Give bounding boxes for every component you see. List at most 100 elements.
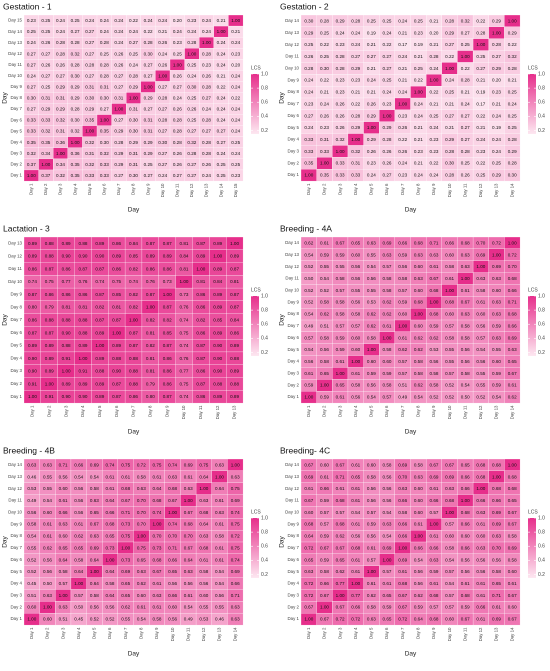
cell-label: 0.54 (304, 347, 313, 352)
cell-label: 0.88 (45, 318, 54, 323)
x-tick-label: Day 8 (415, 405, 420, 417)
cell-label: 0.25 (445, 90, 454, 95)
y-tick-label: Day 11 (8, 498, 22, 503)
cell-label: 0.27 (41, 73, 50, 78)
cell-label: 0.89 (163, 254, 172, 259)
cell-label: 0.61 (320, 474, 329, 479)
cell-label: 0.56 (320, 347, 329, 352)
cell-label: 0.24 (202, 18, 211, 23)
cell-label: 0.30 (158, 140, 167, 145)
cell-label: 0.33 (100, 173, 109, 178)
cell-label: 0.67 (304, 498, 313, 503)
cell-label: 0.25 (71, 18, 80, 23)
cell-label: 0.26 (187, 107, 196, 112)
cell-label: 0.24 (351, 30, 360, 35)
cell-label: 0.33 (336, 161, 345, 166)
cell-label: 0.61 (137, 605, 146, 610)
cell-label: 0.60 (492, 288, 501, 293)
cell-label: 1.00 (320, 605, 329, 610)
cell-label: 1.00 (445, 66, 454, 71)
cell-label: 0.71 (231, 593, 240, 598)
cell-label: 1.00 (180, 279, 189, 284)
colorbar-tick-label: 0.6 (261, 322, 268, 328)
cell-label: 0.51 (27, 593, 36, 598)
cell-label: 0.68 (429, 312, 438, 317)
cell-label: 0.27 (461, 137, 470, 142)
cell-label: 0.61 (367, 581, 376, 586)
cell-label: 0.21 (158, 29, 167, 34)
cell-label: 0.58 (74, 557, 83, 562)
cell-label: 0.30 (187, 84, 196, 89)
cell-label: 0.88 (129, 356, 138, 361)
cell-label: 0.85 (112, 292, 121, 297)
x-tick-label: Day 8 (138, 627, 143, 639)
y-tick-label: Day 5 (11, 128, 23, 133)
cell-label: 0.35 (100, 129, 109, 134)
cell-label: 0.24 (398, 90, 407, 95)
cell-label: 0.55 (367, 288, 376, 293)
y-tick-label: Day 4 (288, 359, 300, 364)
cell-label: 0.79 (146, 381, 155, 386)
cell-label: 0.56 (367, 486, 376, 491)
cell-label: 0.26 (56, 62, 65, 67)
cell-label: 0.28 (202, 118, 211, 123)
cell-label: 0.24 (27, 40, 36, 45)
cell-label: 0.70 (398, 474, 407, 479)
y-tick-label: Day 5 (288, 569, 300, 574)
cell-label: 0.68 (152, 498, 161, 503)
y-tick-label: Day 8 (288, 533, 300, 538)
cell-label: 0.23 (414, 30, 423, 35)
cell-label: 0.58 (90, 593, 99, 598)
cell-label: 0.66 (351, 605, 360, 610)
cell-label: 0.57 (74, 593, 83, 598)
cell-label: 0.89 (95, 330, 104, 335)
cell-label: 0.27 (129, 40, 138, 45)
y-tick-label: Day 5 (11, 569, 23, 574)
x-tick-label: Day 5 (97, 405, 102, 417)
x-tick-label: Day 10 (170, 627, 175, 641)
cell-label: 0.55 (492, 347, 501, 352)
colorbar-title: LCS (251, 65, 261, 71)
cell-label: 0.68 (168, 486, 177, 491)
x-tick-label: Day 7 (131, 405, 136, 417)
colorbar-tick-label: 1.0 (538, 71, 545, 77)
cell-label: 0.56 (184, 581, 193, 586)
cell-label: 0.60 (43, 617, 52, 622)
cell-label: 0.26 (173, 73, 182, 78)
cell-label: 0.24 (231, 151, 240, 156)
cell-label: 0.30 (100, 96, 109, 101)
cell-label: 0.56 (351, 264, 360, 269)
cell-label: 0.86 (230, 330, 239, 335)
cell-label: 0.58 (320, 300, 329, 305)
cell-label: 0.24 (187, 29, 196, 34)
cell-label: 0.64 (106, 593, 115, 598)
cell-label: 0.67 (320, 593, 329, 598)
cell-label: 0.33 (27, 118, 36, 123)
cell-label: 1.00 (304, 173, 313, 178)
cell-label: 0.61 (476, 581, 485, 586)
cell-label: 0.33 (304, 137, 313, 142)
cell-label: 0.28 (114, 140, 123, 145)
cell-label: 0.28 (383, 137, 392, 142)
y-tick-label: Day 11 (285, 498, 299, 503)
cell-label: 0.91 (28, 381, 37, 386)
cell-label: 0.32 (351, 149, 360, 154)
cell-label: 0.73 (106, 545, 115, 550)
x-tick-label: Day 8 (415, 183, 420, 195)
cell-label: 0.69 (231, 498, 240, 503)
cell-label: 0.52 (476, 395, 485, 400)
cell-label: 0.60 (398, 312, 407, 317)
cell-label: 0.77 (180, 369, 189, 374)
cell-label: 0.60 (414, 264, 423, 269)
cell-label: 0.28 (304, 66, 313, 71)
x-axis-label: Day (128, 651, 140, 658)
cell-label: 0.61 (351, 522, 360, 527)
x-tick-label: Day 3 (60, 627, 65, 639)
cell-label: 0.26 (336, 125, 345, 130)
cell-label: 0.61 (398, 335, 407, 340)
x-tick-label: Day 12 (478, 405, 483, 419)
cell-label: 0.67 (90, 522, 99, 527)
cell-label: 0.69 (492, 264, 501, 269)
cell-label: 0.66 (320, 486, 329, 491)
cell-label: 0.28 (100, 40, 109, 45)
